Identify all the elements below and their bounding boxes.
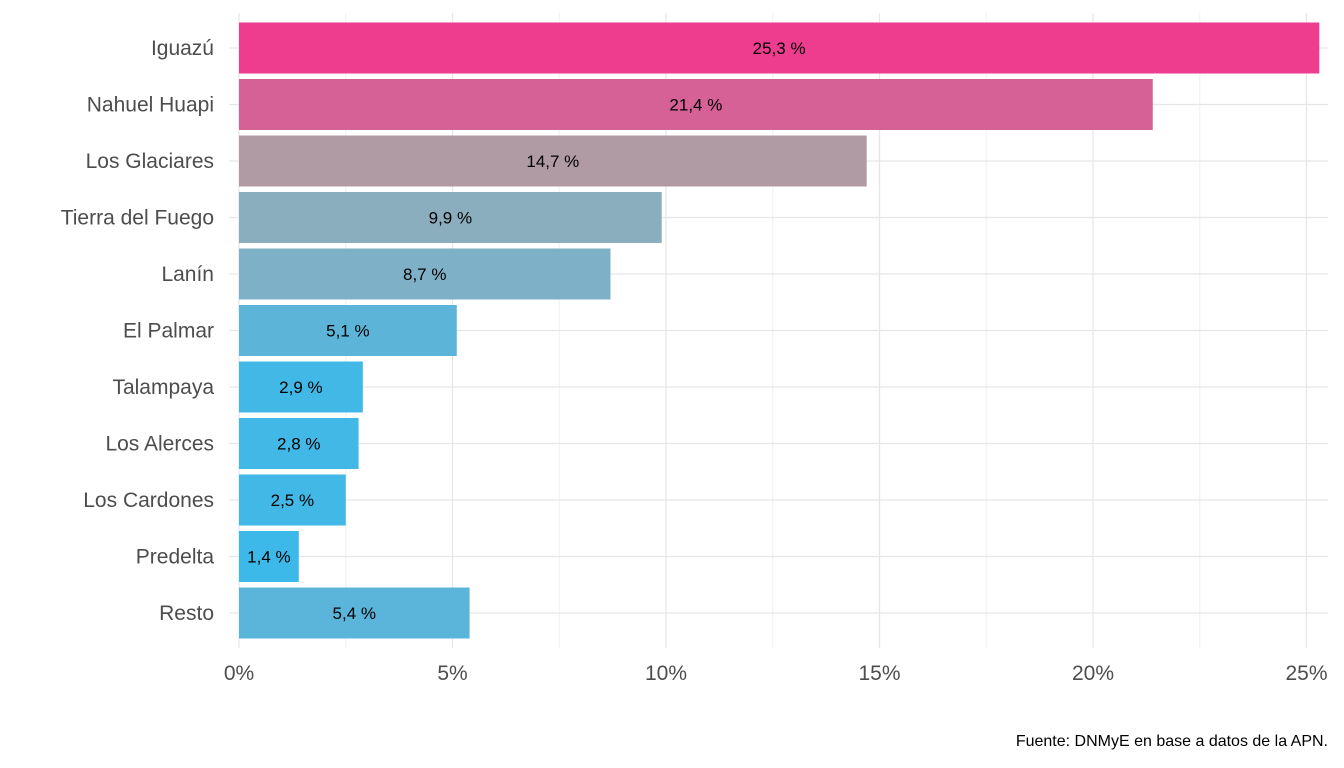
bar: [239, 531, 299, 582]
bar-value-label: 8,7 %: [403, 265, 446, 284]
category-label: Los Glaciares: [86, 150, 214, 173]
bar: [239, 418, 359, 469]
category-label: El Palmar: [123, 320, 214, 343]
bar-value-label: 5,4 %: [333, 604, 376, 623]
bar: [239, 192, 662, 243]
x-tick-label: 10%: [645, 662, 687, 685]
bar-value-label: 2,9 %: [279, 378, 322, 397]
x-tick-labels-group: 0% 5% 10% 15% 20% 25%: [224, 662, 1328, 685]
category-label: Lanín: [161, 263, 214, 286]
bar: [239, 135, 867, 187]
bar-value-label: 14,7 %: [526, 152, 579, 171]
bar: [239, 22, 1320, 74]
category-label: Los Alerces: [105, 433, 214, 456]
bar-value-label: 25,3 %: [753, 39, 806, 58]
x-tick-label: 15%: [858, 662, 900, 685]
bar-value-label: 21,4 %: [669, 96, 722, 115]
bar-labels-group: 25,3 % 21,4 % 14,7 % 9,9 % 8,7 % 5,1 % 2,9 % 2,…: [247, 39, 805, 623]
category-label: Nahuel Huapi: [87, 94, 214, 117]
category-label: Resto: [159, 602, 214, 625]
x-tick-label: 5%: [437, 662, 467, 685]
bar: [239, 248, 611, 300]
x-tick-label: 20%: [1072, 662, 1114, 685]
x-tick-label: 0%: [224, 662, 254, 685]
chart-caption: Fuente: DNMyE en base a datos de la APN.: [1015, 733, 1328, 750]
bar: [239, 361, 363, 413]
bar: [239, 587, 470, 639]
bar: [239, 474, 346, 526]
bar-value-label: 1,4 %: [247, 548, 290, 567]
bars-group: [239, 22, 1320, 639]
category-label: Los Cardones: [83, 489, 214, 512]
category-label: Predelta: [136, 546, 215, 569]
category-labels-group: Iguazú Nahuel Huapi Los Glaciares Tierra de…: [61, 37, 215, 625]
bar-value-label: 2,8 %: [277, 435, 320, 454]
category-label: Iguazú: [151, 37, 214, 60]
bar-value-label: 9,9 %: [429, 209, 472, 228]
category-label: Tierra del Fuego: [61, 207, 214, 230]
bar-value-label: 2,5 %: [271, 491, 314, 510]
category-label: Talampaya: [112, 376, 214, 399]
bar: [239, 305, 457, 356]
bar-value-label: 5,1 %: [326, 322, 369, 341]
bar: [239, 79, 1153, 130]
x-tick-label: 25%: [1285, 662, 1327, 685]
